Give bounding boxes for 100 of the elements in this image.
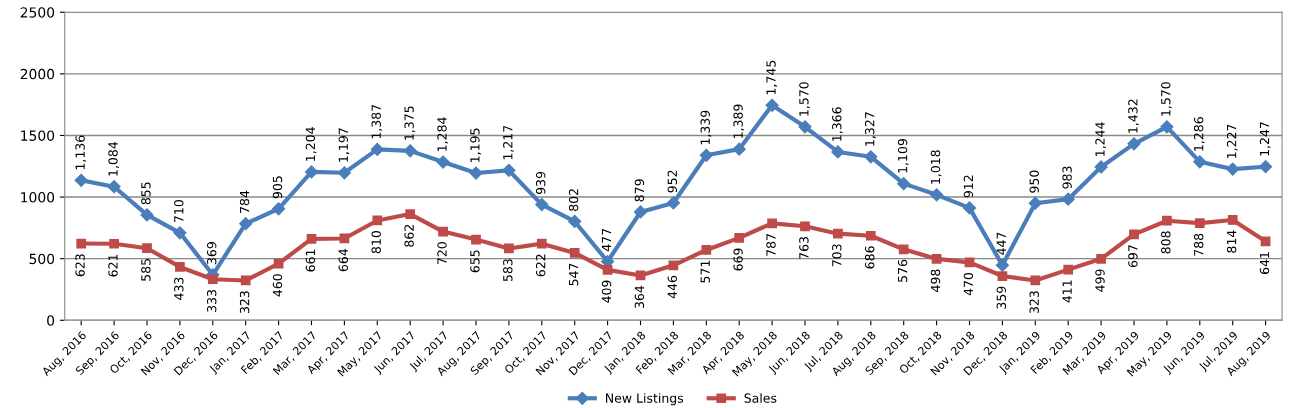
- point: [865, 230, 876, 241]
- data-label: 498: [930, 269, 941, 292]
- point: [930, 188, 944, 202]
- point: [1193, 155, 1207, 169]
- point: [1063, 264, 1074, 275]
- data-label: 409: [601, 280, 612, 303]
- point: [1061, 192, 1075, 206]
- point: [1129, 229, 1139, 240]
- data-label: 879: [634, 179, 645, 202]
- data-label: 905: [272, 176, 283, 199]
- point: [337, 166, 351, 180]
- point: [997, 271, 1008, 281]
- point: [1194, 218, 1205, 229]
- data-label: 576: [897, 259, 908, 282]
- point: [535, 197, 549, 212]
- data-label: 1,018: [930, 150, 942, 184]
- point: [864, 150, 878, 164]
- data-label: 686: [864, 246, 875, 269]
- point: [1028, 196, 1042, 210]
- point: [140, 208, 154, 222]
- data-label: 952: [667, 170, 678, 193]
- data-label: 623: [75, 254, 85, 277]
- point: [438, 226, 448, 237]
- y-tick-label: 2500: [20, 7, 55, 18]
- point: [1127, 137, 1141, 151]
- point: [504, 243, 514, 254]
- data-label: 1,204: [305, 127, 317, 161]
- point: [109, 238, 119, 249]
- point: [765, 98, 779, 112]
- data-label: 1,286: [1193, 117, 1205, 151]
- data-label: 1,745: [766, 60, 777, 95]
- data-label: 720: [437, 242, 447, 265]
- data-label: 710: [174, 200, 184, 223]
- point: [767, 218, 777, 229]
- point: [633, 205, 648, 219]
- point: [569, 248, 580, 258]
- data-label: 802: [568, 189, 579, 211]
- data-label: 583: [503, 259, 513, 282]
- data-label: 585: [141, 259, 151, 281]
- data-label: 912: [963, 175, 974, 198]
- point: [995, 258, 1009, 272]
- point: [732, 142, 746, 156]
- point: [304, 165, 319, 179]
- point: [831, 145, 845, 159]
- point: [372, 215, 383, 226]
- data-label: 788: [1193, 233, 1204, 256]
- point: [272, 202, 286, 216]
- data-label: 703: [832, 244, 842, 267]
- point: [405, 209, 416, 219]
- data-label: 1,217: [503, 125, 514, 160]
- point: [173, 226, 187, 240]
- data-label: 1,109: [897, 139, 909, 173]
- data-label: 810: [371, 231, 381, 254]
- data-label: 1,570: [799, 82, 810, 116]
- y-tick-label: 500: [29, 253, 55, 265]
- data-label: 571: [700, 260, 710, 283]
- data-label: 655: [470, 250, 480, 273]
- point: [1096, 253, 1106, 264]
- point: [471, 234, 481, 245]
- data-label: 447: [996, 232, 1006, 255]
- point: [1259, 160, 1273, 174]
- data-label: 1,136: [75, 135, 87, 170]
- data-label: 369: [206, 242, 217, 265]
- y-tick-label: 1000: [21, 192, 55, 203]
- data-label: 1,339: [700, 110, 712, 145]
- point: [798, 120, 812, 134]
- data-label: 950: [1029, 170, 1039, 193]
- data-label: 333: [206, 289, 217, 312]
- point: [1094, 160, 1108, 174]
- data-label: 661: [305, 249, 316, 272]
- point: [734, 232, 745, 243]
- data-label: 669: [733, 248, 743, 271]
- data-label: 697: [1128, 245, 1138, 268]
- data-label: 359: [996, 286, 1007, 309]
- point: [436, 155, 450, 169]
- data-label: 1,366: [832, 107, 843, 141]
- data-label: 855: [141, 182, 151, 205]
- point: [1260, 236, 1271, 247]
- data-label: 622: [535, 254, 546, 277]
- data-label: 1,195: [470, 128, 481, 162]
- point: [403, 144, 417, 158]
- point: [602, 265, 613, 275]
- point: [240, 275, 251, 286]
- point: [175, 262, 185, 272]
- point: [1160, 120, 1174, 134]
- point: [701, 245, 712, 255]
- point: [833, 228, 843, 239]
- data-label: 499: [1095, 269, 1105, 292]
- data-label: 1,227: [1226, 124, 1238, 158]
- point: [536, 238, 547, 249]
- point: [74, 173, 88, 187]
- point: [107, 180, 121, 194]
- point: [666, 196, 680, 210]
- data-label: 1,327: [864, 112, 876, 146]
- data-label: 808: [1161, 231, 1171, 254]
- data-label: 664: [338, 248, 349, 272]
- point: [1227, 215, 1238, 225]
- legend-label: Sales: [744, 393, 777, 403]
- data-label: 1,570: [1161, 82, 1172, 116]
- point: [668, 260, 679, 271]
